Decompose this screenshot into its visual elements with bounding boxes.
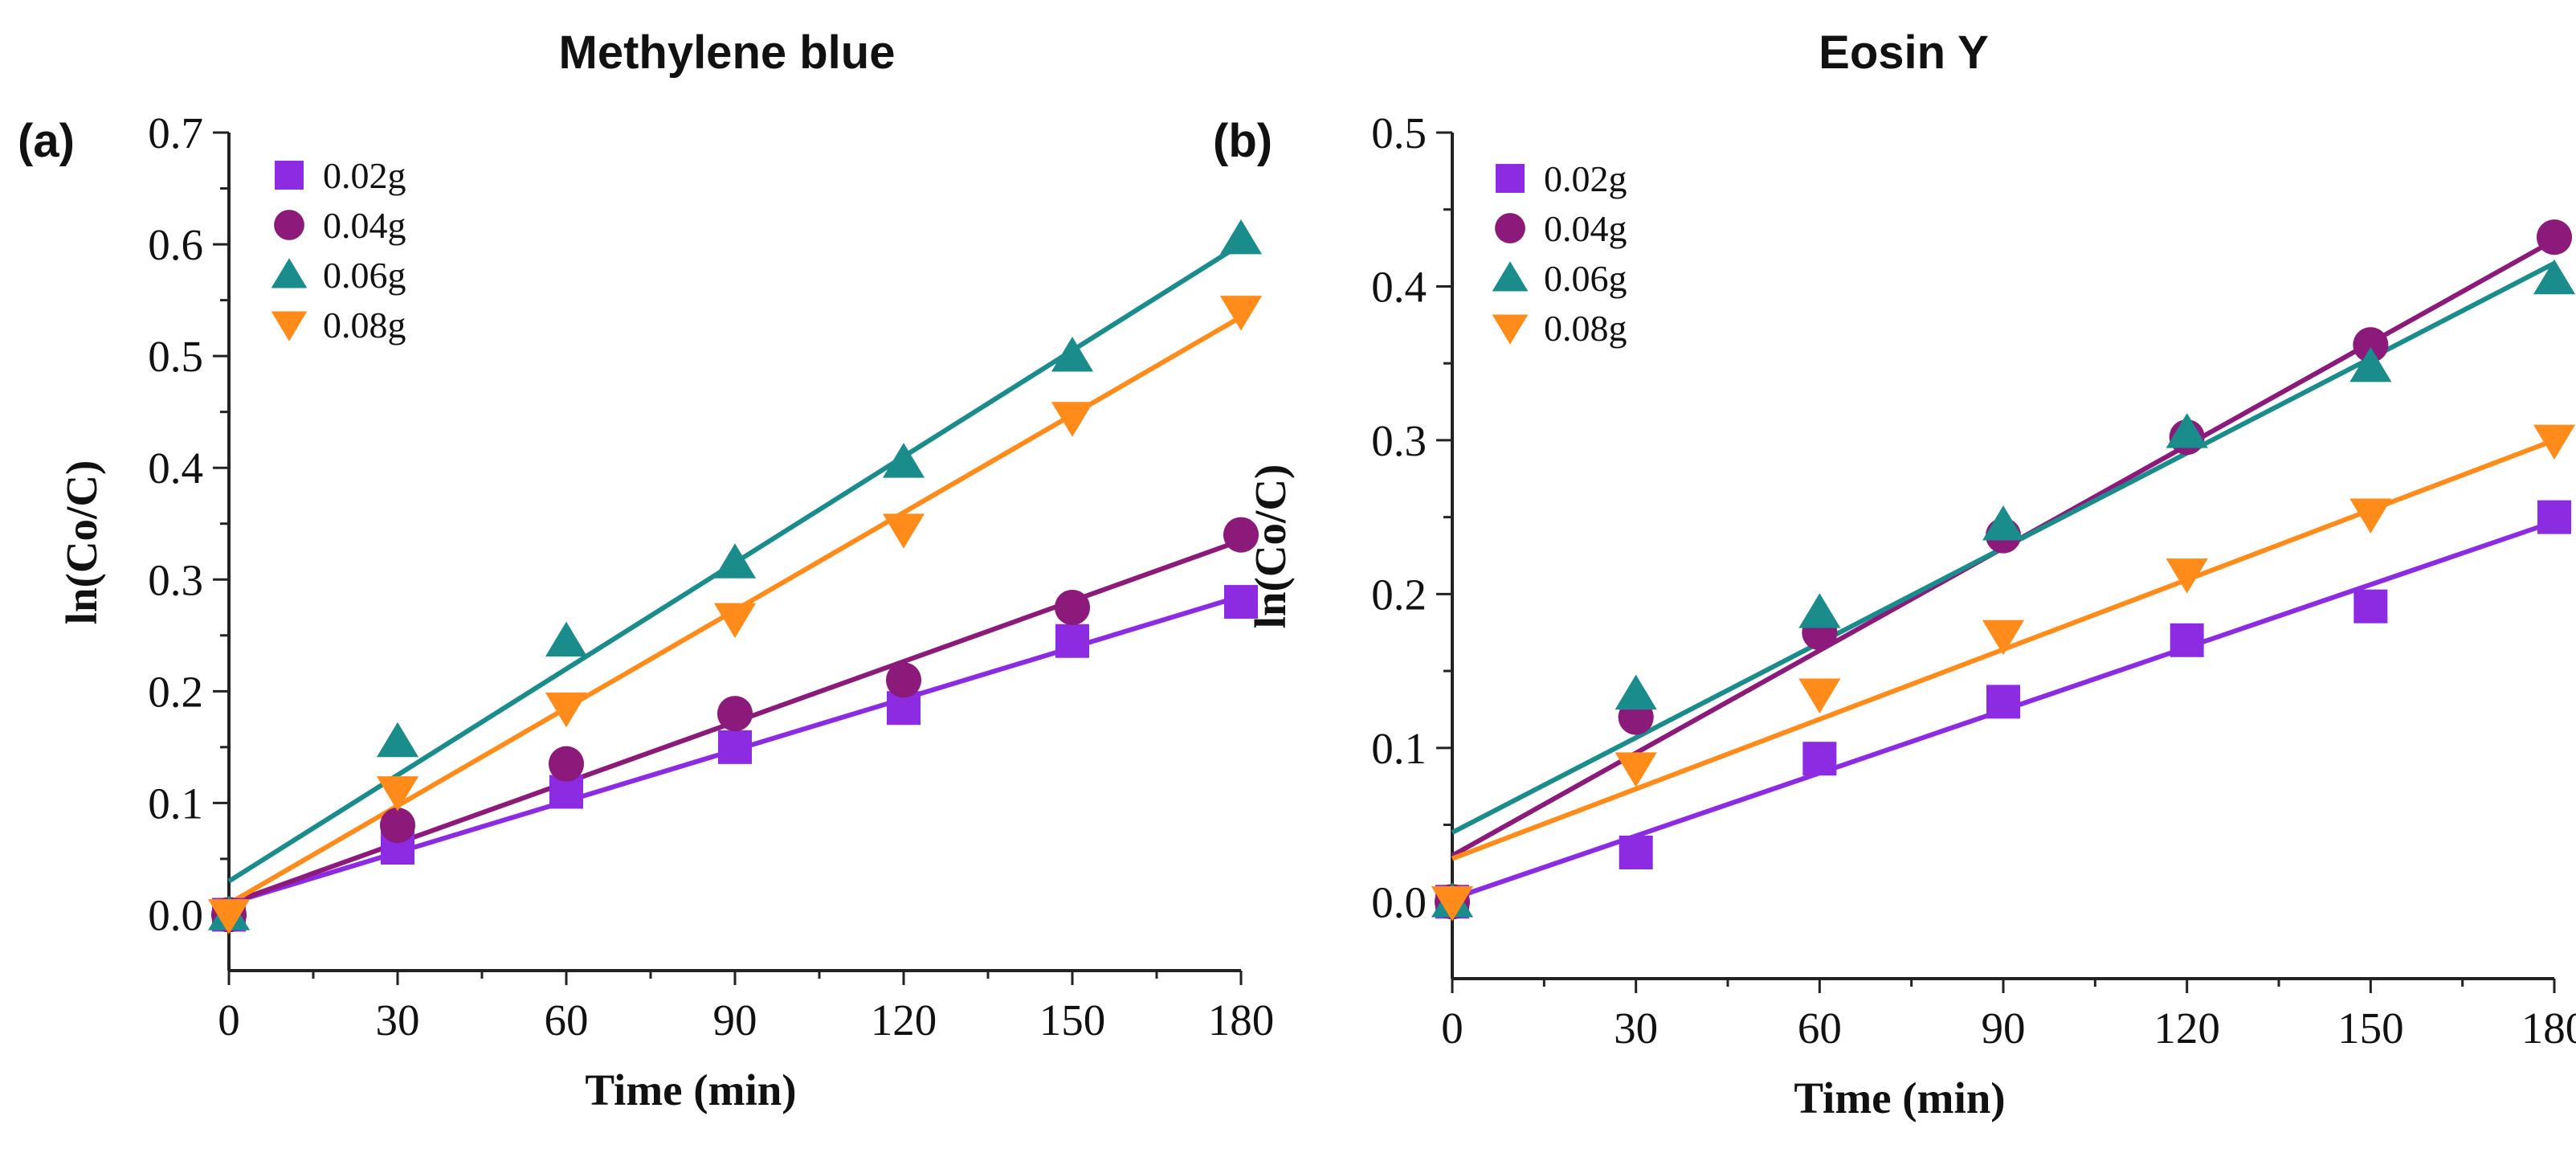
data-point-0.08g xyxy=(1051,402,1094,437)
chart-title: Eosin Y xyxy=(1819,27,1989,79)
data-point-0.06g xyxy=(2533,259,2576,295)
panel-label: (b) xyxy=(1213,115,1272,167)
y-tick-label: 0.2 xyxy=(1371,570,1427,619)
data-point-0.06g xyxy=(1615,674,1657,710)
x-tick-label: 180 xyxy=(2521,1004,2576,1053)
y-tick-label: 0.5 xyxy=(1371,108,1427,157)
data-point-0.02g xyxy=(2170,623,2204,657)
y-tick-label: 0.1 xyxy=(1371,724,1427,773)
data-point-0.04g xyxy=(2353,327,2389,363)
x-tick-label: 120 xyxy=(2153,1004,2220,1053)
data-point-0.02g xyxy=(1986,685,2020,719)
data-point-0.08g xyxy=(1798,678,1841,713)
legend-marker-0.06g xyxy=(271,258,308,288)
data-point-0.08g xyxy=(2166,558,2208,594)
x-tick-label: 150 xyxy=(2337,1004,2404,1053)
data-point-0.08g xyxy=(713,603,757,639)
y-tick-label: 0.6 xyxy=(148,220,203,269)
x-tick-label: 60 xyxy=(1798,1004,1842,1053)
y-tick-label: 0.3 xyxy=(1371,416,1427,465)
y-tick-label: 0.7 xyxy=(148,108,203,157)
data-point-0.08g xyxy=(2533,424,2576,460)
legend-marker-0.02g xyxy=(1496,164,1525,193)
legend-label: 0.04g xyxy=(323,205,406,246)
data-point-0.04g xyxy=(2536,219,2573,256)
data-point-0.08g xyxy=(1219,296,1263,331)
legend-marker-0.02g xyxy=(275,161,304,190)
legend-marker-0.06g xyxy=(1492,261,1529,292)
legend-marker-0.08g xyxy=(271,311,308,341)
legend-label: 0.02g xyxy=(323,155,406,196)
data-point-0.08g xyxy=(882,513,925,549)
data-point-0.02g xyxy=(718,730,752,764)
x-tick-label: 180 xyxy=(1208,996,1275,1045)
legend-label: 0.08g xyxy=(1544,308,1627,349)
data-point-0.06g xyxy=(882,443,925,478)
x-tick-label: 90 xyxy=(1982,1004,2026,1053)
data-point-0.08g xyxy=(1431,885,1474,922)
data-point-0.04g xyxy=(1223,517,1259,553)
legend-label: 0.06g xyxy=(1544,258,1627,299)
y-tick-label: 0.3 xyxy=(148,555,203,604)
data-point-0.02g xyxy=(2537,500,2571,534)
y-axis-label: ln(Co/C) xyxy=(1246,464,1295,629)
y-tick-label: 0.4 xyxy=(148,444,203,493)
y-tick-label: 0.4 xyxy=(1371,262,1427,311)
data-point-0.06g xyxy=(376,722,419,758)
legend-label: 0.06g xyxy=(323,255,406,296)
x-tick-label: 60 xyxy=(545,996,589,1045)
y-tick-label: 0.2 xyxy=(148,667,203,716)
y-tick-label: 0.1 xyxy=(148,779,203,828)
y-tick-label: 0.0 xyxy=(1371,877,1427,926)
legend-marker-0.08g xyxy=(1492,314,1529,345)
y-tick-label: 0.5 xyxy=(148,332,203,381)
x-axis-label: Time (min) xyxy=(585,1065,796,1114)
legend-label: 0.02g xyxy=(1544,158,1627,199)
panel-b: Eosin Y (b) Time (min) ln(Co/C) 0 30 60 90 1… xyxy=(1213,27,2576,1122)
data-point-0.06g xyxy=(2166,413,2208,448)
data-point-0.04g xyxy=(379,808,416,844)
x-tick-label: 150 xyxy=(1039,996,1106,1045)
y-axis-label: ln(Co/C) xyxy=(57,460,106,625)
data-point-0.06g xyxy=(1219,219,1263,255)
data-point-0.08g xyxy=(1982,619,2025,656)
data-point-0.06g xyxy=(1798,593,1841,628)
data-point-0.06g xyxy=(1051,336,1094,372)
data-point-0.08g xyxy=(545,692,588,728)
panel-label: (a) xyxy=(18,115,75,167)
data-point-0.04g xyxy=(1054,589,1091,626)
data-point-0.04g xyxy=(548,746,585,782)
data-point-0.08g xyxy=(207,899,251,934)
data-point-0.08g xyxy=(2349,498,2392,534)
x-tick-label: 120 xyxy=(871,996,937,1045)
data-point-0.06g xyxy=(2349,346,2392,382)
x-tick-label: 30 xyxy=(376,996,420,1045)
data-point-0.06g xyxy=(1982,505,2025,541)
chart-title: Methylene blue xyxy=(559,27,896,79)
data-point-0.02g xyxy=(1224,585,1258,619)
x-tick-label: 30 xyxy=(1614,1004,1658,1053)
x-tick-label: 0 xyxy=(1441,1004,1464,1053)
y-tick-label: 0.0 xyxy=(148,890,203,939)
data-point-0.06g xyxy=(545,621,588,657)
data-point-0.02g xyxy=(1802,742,1837,776)
data-point-0.08g xyxy=(1615,752,1657,787)
data-point-0.02g xyxy=(1619,836,1653,870)
x-tick-label: 0 xyxy=(218,996,240,1045)
panel-a: Methylene blue (a) Time (min) ln(Co/C) 0… xyxy=(18,27,1274,1114)
legend-label: 0.04g xyxy=(1544,208,1627,249)
x-tick-label: 90 xyxy=(713,996,757,1045)
data-point-0.04g xyxy=(716,696,753,732)
x-axis-label: Time (min) xyxy=(1794,1073,2005,1122)
data-point-0.06g xyxy=(713,543,757,579)
legend-marker-0.04g xyxy=(1495,213,1525,243)
data-point-0.02g xyxy=(2354,589,2388,624)
data-point-0.08g xyxy=(376,776,419,812)
legend-label: 0.08g xyxy=(323,305,406,345)
data-point-0.04g xyxy=(885,662,922,698)
data-point-0.02g xyxy=(1055,624,1089,658)
legend-marker-0.04g xyxy=(274,210,304,240)
